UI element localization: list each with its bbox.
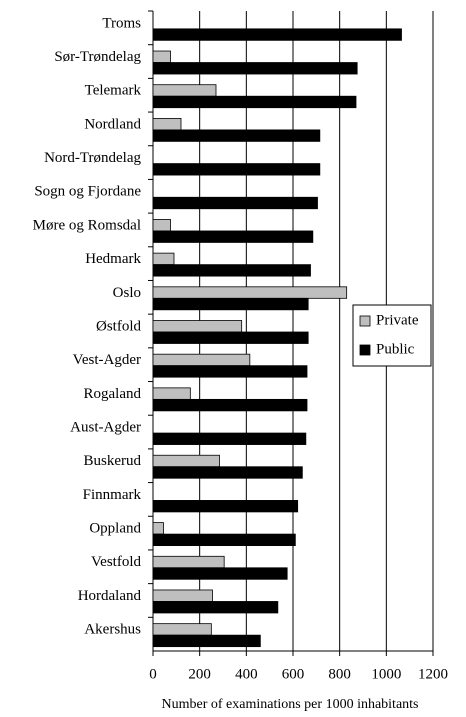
bar: [152, 522, 164, 535]
bar: [152, 331, 309, 344]
x-tick-label: 1200: [418, 666, 448, 682]
y-tick-label: Hordaland: [78, 588, 142, 604]
y-tick-label: Møre og Romsdal: [33, 217, 141, 233]
y-tick-label: Nord-Trøndelag: [44, 150, 141, 166]
bar: [152, 264, 311, 277]
y-tick-label: Sogn og Fjordane: [34, 184, 141, 200]
bar: [152, 320, 243, 333]
bar: [152, 62, 358, 75]
bar: [152, 432, 307, 445]
legend-swatch: [359, 344, 371, 356]
bar: [152, 219, 171, 232]
bar: [152, 117, 182, 131]
bar: [152, 555, 225, 569]
bar: [152, 84, 217, 97]
bar: [152, 365, 308, 378]
bar: [152, 230, 314, 243]
y-tick-label: Rogaland: [84, 386, 142, 402]
y-tick-label: Hedmark: [85, 251, 141, 267]
y-tick-label: Akershus: [84, 622, 141, 638]
bar: [152, 50, 171, 63]
x-tick-label: 200: [188, 666, 211, 682]
y-tick-label: Oslo: [113, 285, 141, 301]
x-axis-label: Number of examinations per 1000 inhabita…: [162, 697, 419, 712]
x-tick-label: 600: [282, 666, 305, 682]
bar: [152, 567, 288, 580]
bar: [152, 297, 309, 311]
bar: [152, 129, 321, 142]
bar: [152, 601, 279, 614]
x-tick-label: 400: [235, 666, 258, 682]
legend-label: Private: [376, 312, 419, 328]
y-tick-label: Finnmark: [83, 487, 142, 503]
y-tick-label: Oppland: [89, 521, 141, 537]
legend-label: Public: [376, 341, 415, 357]
bar: [152, 466, 303, 479]
bar: [152, 28, 402, 41]
legend-box: [352, 304, 432, 367]
y-tick-label: Nordland: [84, 116, 141, 132]
bar: [152, 398, 308, 412]
bar: [152, 634, 261, 648]
legend-swatch: [359, 315, 371, 327]
bar: [152, 589, 213, 602]
y-tick-label: Buskerud: [84, 453, 142, 469]
bar: [152, 500, 299, 513]
y-tick-label: Troms: [102, 15, 141, 31]
x-tick-label: 0: [149, 666, 157, 682]
y-tick-label: Østfold: [96, 318, 142, 334]
y-tick-label: Vestfold: [91, 554, 141, 570]
bar: [152, 353, 251, 367]
y-tick-label: Vest-Agder: [73, 352, 141, 368]
bar: [152, 196, 318, 210]
y-tick-label: Telemark: [85, 83, 142, 99]
y-tick-label: Aust-Agder: [70, 419, 141, 435]
bar: [152, 533, 296, 547]
bar: [152, 163, 321, 176]
bar: [152, 95, 357, 109]
bar: [152, 623, 212, 636]
bar: [152, 286, 348, 299]
bar: [152, 252, 175, 266]
bar: [152, 387, 191, 400]
y-tick-label: Sør-Trøndelag: [54, 49, 141, 65]
x-tick-label: 800: [328, 666, 351, 682]
x-tick-label: 1000: [371, 666, 401, 682]
bar: [152, 454, 220, 468]
